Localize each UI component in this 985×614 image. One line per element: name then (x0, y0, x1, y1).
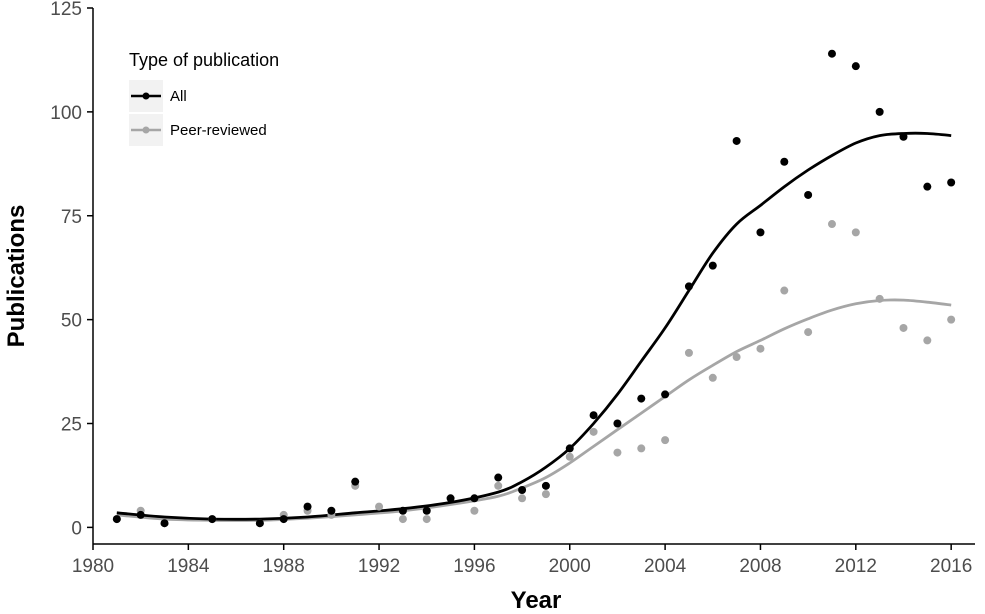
point-all (398, 506, 407, 515)
point-all (589, 411, 598, 420)
point-peer-reviewed (923, 336, 932, 345)
x-tick-label: 2008 (739, 556, 781, 577)
point-all (851, 62, 860, 71)
point-all (947, 178, 956, 187)
point-peer-reviewed (637, 444, 646, 453)
y-tick-label: 125 (50, 0, 82, 20)
axes (92, 8, 975, 545)
point-all (637, 394, 646, 403)
legend-label-peer-reviewed: Peer-reviewed (170, 122, 267, 139)
point-peer-reviewed (422, 515, 431, 524)
point-all (160, 519, 169, 528)
point-peer-reviewed (780, 286, 789, 295)
x-tick-label: 1992 (358, 556, 400, 577)
point-peer-reviewed (875, 294, 884, 303)
smooth-line-peer-reviewed (116, 298, 952, 522)
point-peer-reviewed (375, 502, 384, 511)
legend-title: Type of publication (129, 50, 279, 70)
point-all (255, 519, 264, 528)
point-all (136, 510, 145, 519)
point-all (899, 132, 908, 141)
point-peer-reviewed (613, 448, 622, 457)
point-peer-reviewed (851, 228, 860, 237)
point-peer-reviewed (947, 315, 956, 324)
point-all (494, 473, 503, 482)
x-tick-label: 1996 (453, 556, 495, 577)
point-all (875, 107, 884, 116)
point-peer-reviewed (470, 506, 479, 515)
point-all (661, 390, 670, 399)
point-peer-reviewed (899, 323, 908, 332)
point-all (208, 515, 217, 524)
point-all (112, 515, 121, 524)
y-axis-title: Publications (3, 205, 30, 348)
legend-label-all: All (170, 88, 187, 105)
legend-key-peer-point (142, 126, 150, 134)
point-peer-reviewed (708, 373, 717, 382)
x-tick-label: 2000 (549, 556, 591, 577)
point-all (279, 515, 288, 524)
y-tick-label: 100 (50, 103, 82, 124)
point-all (303, 502, 312, 511)
point-all (422, 506, 431, 515)
point-peer-reviewed (541, 490, 550, 499)
smooth-lines (116, 131, 952, 522)
point-peer-reviewed (565, 452, 574, 461)
x-tick-label: 2016 (930, 556, 972, 577)
point-all (804, 190, 813, 199)
x-ticks: 1980 1984 1988 1992 1996 2000 2004 2008 2012 2016 (72, 544, 972, 577)
point-peer-reviewed (684, 348, 693, 357)
point-peer-reviewed (494, 481, 503, 490)
point-peer-reviewed (827, 220, 836, 229)
point-all (446, 494, 455, 503)
point-peer-reviewed (518, 494, 527, 503)
point-all (613, 419, 622, 428)
y-ticks: 0 25 50 75 100 125 (50, 0, 93, 539)
y-tick-label: 50 (61, 311, 82, 332)
smooth-line-all (116, 131, 952, 521)
point-peer-reviewed (661, 436, 670, 445)
point-all (780, 157, 789, 166)
y-tick-label: 0 (71, 518, 82, 539)
point-all (708, 261, 717, 270)
x-tick-label: 2012 (835, 556, 877, 577)
point-peer-reviewed (804, 328, 813, 337)
x-tick-label: 2004 (644, 556, 687, 577)
y-tick-label: 75 (61, 207, 82, 228)
point-all (923, 182, 932, 191)
x-tick-label: 1988 (263, 556, 305, 577)
point-all (827, 49, 836, 58)
point-peer-reviewed (732, 353, 741, 362)
point-all (470, 494, 479, 503)
point-all (351, 477, 360, 486)
legend: Type of publication All Peer-reviewed (129, 50, 279, 146)
point-all (518, 485, 527, 494)
point-all (732, 136, 741, 145)
point-all (565, 444, 574, 453)
point-all (684, 282, 693, 291)
data-points (112, 49, 956, 528)
x-axis-title: Year (511, 587, 562, 614)
point-all (327, 506, 336, 515)
y-tick-label: 25 (61, 415, 82, 436)
x-tick-label: 1984 (167, 556, 210, 577)
legend-key-all-point (142, 92, 150, 100)
point-peer-reviewed (398, 515, 407, 524)
point-peer-reviewed (756, 344, 765, 353)
point-all (756, 228, 765, 237)
point-all (541, 481, 550, 490)
point-peer-reviewed (589, 427, 598, 436)
x-tick-label: 1980 (72, 556, 114, 577)
